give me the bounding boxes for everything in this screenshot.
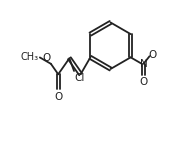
Text: O: O — [148, 50, 156, 60]
Text: O: O — [42, 53, 50, 63]
Text: O: O — [139, 77, 148, 87]
Text: O: O — [54, 92, 62, 102]
Text: Cl: Cl — [75, 73, 85, 83]
Text: CH₃: CH₃ — [20, 52, 39, 62]
Text: N: N — [140, 59, 147, 69]
